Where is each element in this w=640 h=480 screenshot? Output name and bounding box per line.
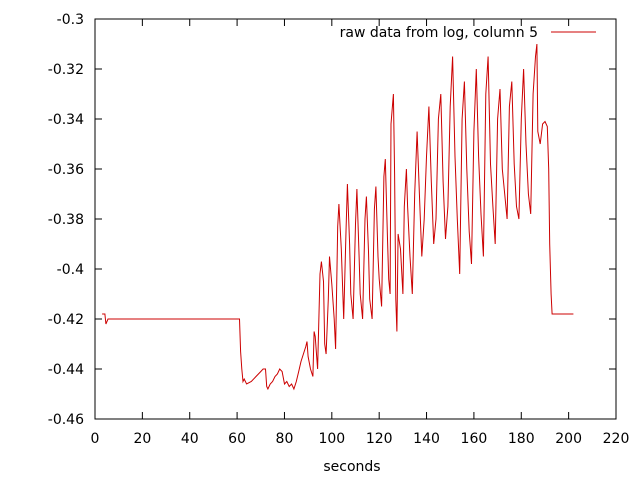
y-tick-label: -0.4 bbox=[57, 262, 84, 278]
legend-label: raw data from log, column 5 bbox=[340, 25, 538, 41]
x-tick-label: 140 bbox=[413, 431, 440, 447]
y-tick-label: -0.42 bbox=[48, 312, 84, 328]
axis-ticks bbox=[94, 18, 617, 420]
x-tick-label: 0 bbox=[91, 431, 100, 447]
series-line-column-5 bbox=[102, 43, 574, 391]
x-tick-label: 120 bbox=[366, 431, 393, 447]
x-tick-label: 20 bbox=[133, 431, 151, 447]
y-tick-label: -0.38 bbox=[48, 212, 84, 228]
y-tick-label: -0.44 bbox=[48, 362, 84, 378]
x-axis-title: seconds bbox=[323, 459, 380, 475]
x-tick-label: 180 bbox=[508, 431, 535, 447]
x-tick-label: 80 bbox=[276, 431, 294, 447]
x-tick-label: 200 bbox=[555, 431, 582, 447]
x-tick-label: 100 bbox=[318, 431, 345, 447]
y-tick-label: -0.3 bbox=[57, 12, 84, 28]
x-tick-label: 40 bbox=[181, 431, 199, 447]
legend: raw data from log, column 5 bbox=[340, 25, 596, 41]
x-tick-label: 160 bbox=[461, 431, 488, 447]
x-tick-label: 60 bbox=[228, 431, 246, 447]
y-tick-label: -0.46 bbox=[48, 412, 84, 428]
y-tick-label: -0.36 bbox=[48, 162, 84, 178]
y-tick-label: -0.34 bbox=[48, 112, 84, 128]
x-tick-label: 220 bbox=[603, 431, 630, 447]
axis-tick-labels: 0 20 40 60 80 100 120 140 160 180 200 220 -0.46 -0.44… bbox=[48, 12, 630, 447]
y-tick-label: -0.32 bbox=[48, 62, 84, 78]
